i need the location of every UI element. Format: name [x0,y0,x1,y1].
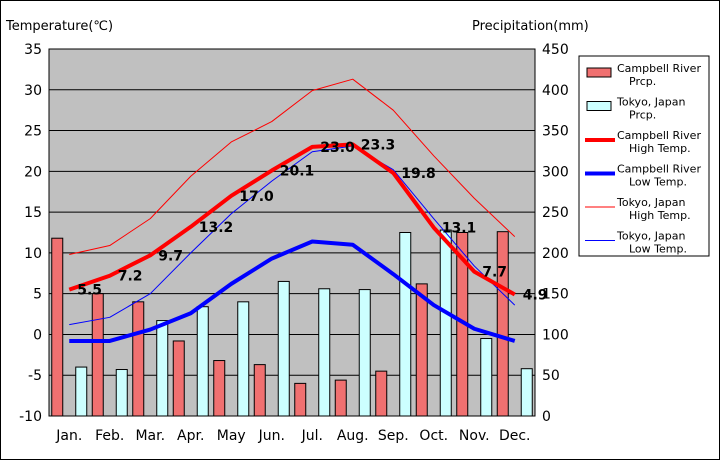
legend-swatch [586,101,612,111]
tokyo-precip-bar [237,301,250,417]
data-label: 17.0 [239,189,274,205]
tokyo-precip-bar [75,366,88,417]
legend-campbell-high: Campbell River High Temp. [585,129,701,155]
x-tick-label: Apr. [177,428,204,444]
left-tick-label: 5 [33,287,42,303]
x-tick-label: Jun. [258,428,285,444]
data-label: 20.1 [280,164,315,180]
data-label: 5.5 [77,283,102,299]
left-axis-title: Temperature(℃) [5,19,113,34]
campbell-precip-bar [51,237,64,417]
campbell-high-line [68,142,516,297]
legend-tokyo-precip: Tokyo, Japan Prcp. [586,96,685,122]
legend-tokyo-high: Tokyo, Japan High Temp. [585,196,691,222]
right-tick-label: 50 [542,368,560,384]
x-tick-label: Jan. [55,428,82,444]
data-label: 23.0 [320,140,355,156]
campbell-precip-bar [294,382,307,417]
data-labels: 5.5 7.2 9.7 13.2 17.0 20.1 23.0 23.3 19.8 13.1 7.7… [77,137,547,303]
campbell-precip-bar [253,364,266,417]
right-tick-label: 150 [542,287,569,303]
tokyo-precip-bar [277,280,290,417]
tokyo-precip-bar [439,229,452,417]
left-tick-label: 15 [24,205,42,221]
campbell-precip-bar [132,301,145,417]
x-tick-label: Jul. [301,428,323,444]
x-tick-label: Dec. [499,428,531,444]
right-tick-label: 100 [542,327,569,343]
left-tick-label: 10 [24,246,42,262]
tokyo-precip-bar [156,320,169,417]
legend-label: Campbell River Low Temp. [617,163,701,189]
right-tick-label: 300 [542,164,569,180]
left-tick-label: -10 [19,409,42,425]
legend-label: Tokyo, Japan High Temp. [616,196,691,222]
legend: Campbell River Prcp. Tokyo, Japan Prcp. Camp… [578,55,710,257]
data-label: 9.7 [158,248,183,264]
x-tick-label: Sep. [378,428,409,444]
right-tick-label: 400 [542,83,569,99]
legend-swatch [586,67,612,78]
temperature-lines [68,78,516,343]
legend-box [578,55,710,257]
x-tick-label: Mar. [135,428,165,444]
campbell-precip-bar [375,370,388,417]
data-label: 19.8 [401,166,436,182]
campbell-precip-bar [172,340,185,417]
right-tick-label: 350 [542,124,569,140]
legend-tokyo-low: Tokyo, Japan Low Temp. [585,230,687,256]
left-tick-label: 35 [24,42,42,58]
data-label: 7.7 [482,265,507,281]
right-axis-title: Precipitation(mm) [472,19,589,34]
x-tick-label: May [217,428,246,444]
tokyo-precip-bar [196,306,209,417]
campbell-precip-bar [91,293,104,417]
gridlines [49,89,535,376]
right-tick-label: 0 [542,409,551,425]
tokyo-precip-bar [520,368,533,417]
campbell-precip-bar [496,231,509,417]
left-tick-label: 30 [24,83,42,99]
legend-campbell-precip: Campbell River Prcp. [586,62,701,88]
left-tick-label: 20 [24,164,42,180]
right-tick-label: 200 [542,246,569,262]
axes: 35302520151050-5-10450400350300250200150… [19,42,569,444]
legend-label: Tokyo, Japan Prcp. [616,96,685,122]
data-label: 23.3 [361,137,396,153]
tokyo-high-line [69,78,516,256]
tokyo-low-line [69,145,516,326]
x-tick-label: Feb. [95,428,124,444]
campbell-precip-bar [415,283,428,417]
legend-label: Campbell River Prcp. [617,62,701,88]
campbell-low-line [69,239,516,343]
tokyo-precip-bar [358,289,371,417]
tokyo-precip-bar [115,369,128,417]
left-tick-label: -5 [28,368,42,384]
x-tick-label: Aug. [337,428,369,444]
right-tick-label: 250 [542,205,569,221]
x-tick-label: Nov. [459,428,490,444]
plot-border [48,48,536,417]
tokyo-precip-bar [318,288,331,417]
data-label: 7.2 [118,269,143,285]
legend-campbell-low: Campbell River Low Temp. [585,163,701,189]
campbell-precip-bar [213,360,226,417]
tokyo-precip-bar [399,232,412,417]
campbell-precip-bar [334,379,347,417]
data-label: 13.1 [442,221,477,237]
data-label: 13.2 [199,220,234,236]
x-tick-label: Oct. [419,428,448,444]
right-tick-label: 450 [542,42,569,58]
legend-label: Tokyo, Japan Low Temp. [616,230,687,256]
tokyo-precip-bar [480,338,493,417]
left-tick-label: 25 [24,124,42,140]
left-tick-label: 0 [33,327,42,343]
legend-label: Campbell River High Temp. [617,129,701,155]
